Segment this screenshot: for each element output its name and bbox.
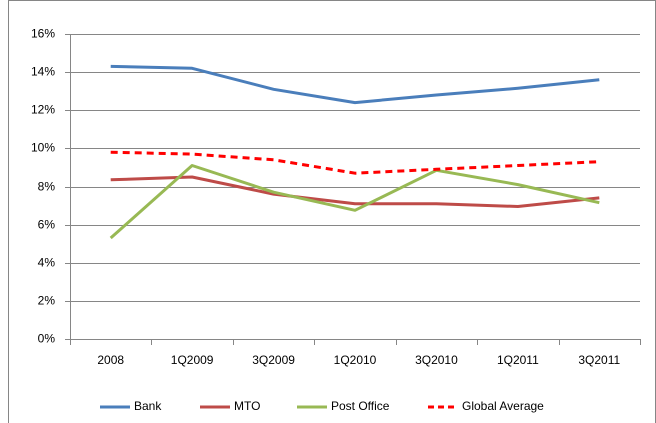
y-tick-label: 6% — [38, 218, 56, 232]
series-line — [110, 64, 600, 105]
series-line — [109, 164, 600, 240]
series-line — [110, 175, 600, 208]
legend-label: Bank — [134, 399, 162, 413]
y-tick-label: 8% — [38, 180, 56, 194]
y-tick-label: 4% — [38, 256, 56, 270]
x-tick-label: 3Q2010 — [415, 353, 458, 367]
x-tick-label: 3Q2009 — [252, 353, 295, 367]
x-tick-label: 1Q2009 — [171, 353, 214, 367]
y-tick-label: 10% — [31, 141, 55, 155]
x-tick-label: 1Q2010 — [334, 353, 377, 367]
x-tick-label: 2008 — [97, 353, 124, 367]
y-tick-label: 14% — [31, 65, 55, 79]
x-tick-label: 3Q2011 — [578, 353, 620, 367]
y-tick-label: 2% — [38, 294, 56, 308]
y-tick-label: 0% — [38, 332, 56, 346]
legend-label: Global Average — [462, 399, 544, 413]
legend-label: Post Office — [331, 399, 390, 413]
y-tick-label: 12% — [31, 103, 55, 117]
series-line — [110, 150, 600, 175]
x-tick-label: 1Q2011 — [497, 353, 539, 367]
legend-label: MTO — [234, 399, 260, 413]
y-tick-label: 16% — [31, 27, 55, 41]
